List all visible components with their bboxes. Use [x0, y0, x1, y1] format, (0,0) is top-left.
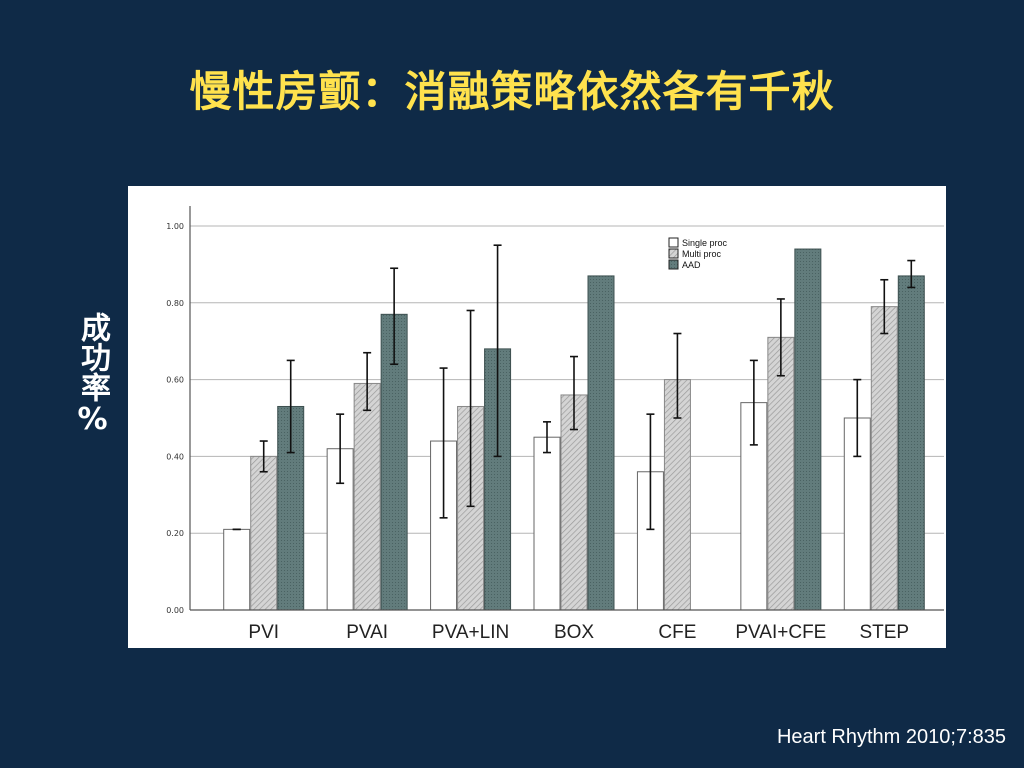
y-axis-label: 成功率% — [75, 312, 110, 437]
y-tick-label: 1.00 — [166, 222, 184, 231]
slide-title: 慢性房颤：消融策略依然各有千秋 — [189, 67, 835, 116]
y-tick-label: 0.00 — [166, 606, 184, 615]
y-tick-label: 0.60 — [166, 376, 184, 385]
y-tick-label: 0.40 — [166, 452, 184, 461]
bar — [767, 336, 795, 611]
chart-panel: 0.00 0.20 0.40 0.60 0.80 1.00 PVI PVAI PVA+LIN BO… — [128, 186, 946, 648]
x-tick-label: BOX — [554, 622, 594, 643]
y-tick-label: 0.80 — [166, 299, 184, 308]
bars-layer — [223, 244, 925, 611]
x-tick-label: PVI — [248, 622, 279, 643]
legend-swatch — [668, 248, 679, 259]
x-tick-label: PVAI — [346, 622, 388, 643]
y-tick-label: 0.20 — [166, 529, 184, 538]
x-tick-label: STEP — [859, 622, 909, 643]
citation: Heart Rhythm 2010;7:835 — [776, 726, 1006, 748]
bar — [223, 528, 251, 611]
bar — [587, 275, 615, 611]
x-tick-label: PVA+LIN — [432, 622, 509, 643]
legend-label: Single proc — [682, 238, 728, 248]
legend-swatch — [668, 259, 679, 270]
x-tick-label: PVAI+CFE — [735, 622, 826, 643]
bar — [533, 436, 561, 611]
bar — [250, 455, 278, 611]
bar — [870, 306, 898, 611]
bar-chart: 0.00 0.20 0.40 0.60 0.80 1.00 PVI PVAI PVA+LIN BO… — [166, 206, 944, 643]
bar — [794, 248, 822, 611]
bar — [897, 275, 925, 611]
legend-label: AAD — [682, 260, 701, 270]
legend-swatch — [668, 237, 679, 248]
bar — [353, 382, 381, 611]
axis-layer: 0.00 0.20 0.40 0.60 0.80 1.00 PVI PVAI PVA+LIN BO… — [166, 206, 944, 643]
x-tick-label: CFE — [658, 622, 696, 643]
legend-label: Multi proc — [682, 249, 722, 259]
